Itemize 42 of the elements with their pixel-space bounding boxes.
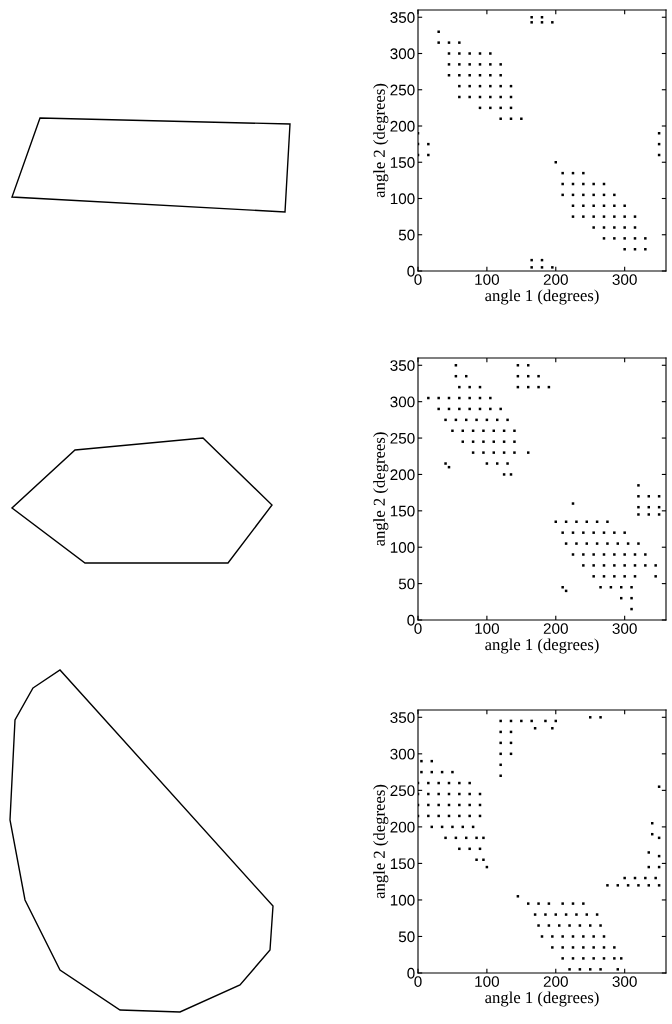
y-tick-label: 0 <box>407 265 415 277</box>
y-tick-label: 300 <box>390 396 415 408</box>
x-tick-label: 200 <box>543 623 568 634</box>
x-tick-label: 0 <box>414 976 422 987</box>
y-tick-label: 100 <box>390 894 415 906</box>
y-tick-label: 350 <box>390 712 415 723</box>
x-axis-title: angle 1 (degrees) <box>485 991 599 1007</box>
x-tick-label: 300 <box>612 274 637 285</box>
y-tick-label: 0 <box>407 614 415 626</box>
x-tick-label: 100 <box>475 623 500 634</box>
y-tick-label: 50 <box>398 229 415 241</box>
y-axis-title: angle 2 (degrees) <box>373 784 389 899</box>
y-tick-label: 300 <box>390 48 415 60</box>
x-tick-label: 200 <box>543 274 568 285</box>
x-tick-label: 200 <box>543 976 568 987</box>
x-tick-label: 0 <box>414 623 422 634</box>
y-tick-label: 200 <box>390 120 415 132</box>
y-tick-label: 250 <box>390 84 415 96</box>
y-tick-label: 150 <box>390 505 415 517</box>
y-tick-label: 200 <box>390 469 415 481</box>
x-axis-title: angle 1 (degrees) <box>485 289 599 305</box>
y-tick-label: 150 <box>390 858 415 870</box>
y-axis-title: angle 2 (degrees) <box>373 432 389 546</box>
y-tick-label: 50 <box>398 931 415 943</box>
x-tick-label: 300 <box>612 623 637 634</box>
x-tick-label: 300 <box>612 976 637 987</box>
y-tick-label: 150 <box>390 157 415 168</box>
y-tick-label: 100 <box>390 542 415 553</box>
y-axis-title: angle 2 (degrees) <box>373 83 389 198</box>
y-tick-label: 250 <box>390 785 415 797</box>
y-tick-label: 350 <box>390 12 415 23</box>
x-tick-label: 100 <box>475 976 500 987</box>
x-tick-label: 0 <box>414 274 422 285</box>
y-tick-label: 300 <box>390 748 415 760</box>
y-tick-label: 100 <box>390 193 415 205</box>
y-tick-label: 0 <box>407 967 415 979</box>
y-tick-label: 250 <box>390 432 415 444</box>
y-tick-label: 50 <box>398 578 415 590</box>
x-tick-label: 100 <box>475 274 500 285</box>
y-tick-label: 350 <box>390 360 415 371</box>
y-tick-label: 200 <box>390 821 415 833</box>
x-axis-title: angle 1 (degrees) <box>485 638 599 654</box>
